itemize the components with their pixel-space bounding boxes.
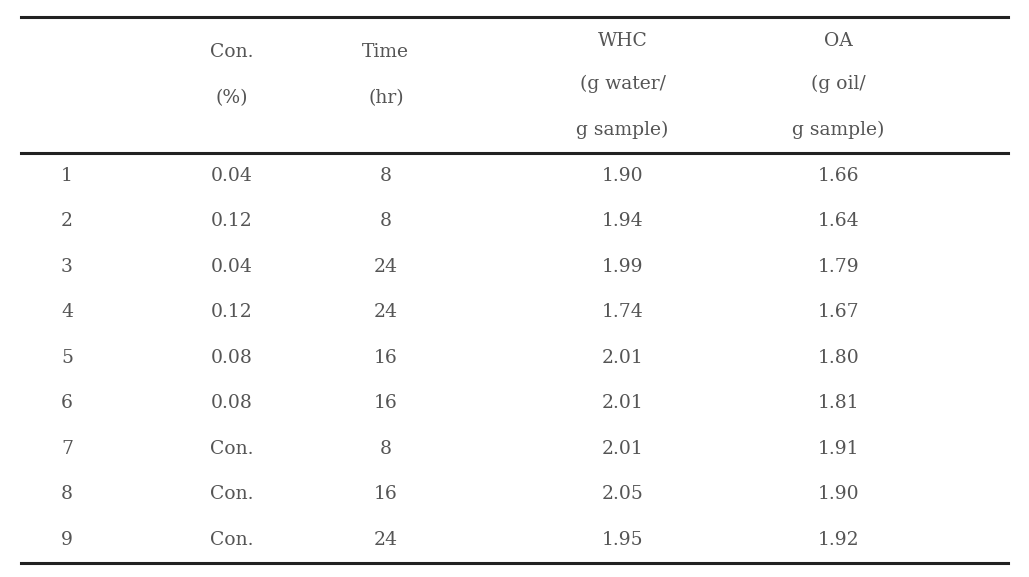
Text: 0.04: 0.04	[211, 258, 252, 276]
Text: 2.01: 2.01	[602, 394, 643, 412]
Text: 1.90: 1.90	[818, 485, 859, 503]
Text: Con.: Con.	[210, 43, 253, 61]
Text: 2.01: 2.01	[602, 349, 643, 367]
Text: 0.12: 0.12	[211, 304, 252, 321]
Text: 1.80: 1.80	[818, 349, 859, 367]
Text: (g water/: (g water/	[579, 75, 666, 93]
Text: 4: 4	[61, 304, 73, 321]
Text: 1.94: 1.94	[602, 212, 643, 230]
Text: 1.67: 1.67	[818, 304, 859, 321]
Text: (hr): (hr)	[368, 89, 403, 107]
Text: 7: 7	[61, 440, 73, 458]
Text: (g oil/: (g oil/	[811, 75, 866, 93]
Text: 1.95: 1.95	[602, 531, 643, 549]
Text: 0.04: 0.04	[211, 167, 252, 185]
Text: 1.79: 1.79	[818, 258, 859, 276]
Text: 16: 16	[374, 394, 398, 412]
Text: 1.74: 1.74	[602, 304, 643, 321]
Text: 1.64: 1.64	[818, 212, 859, 230]
Text: 8: 8	[380, 440, 392, 458]
Text: 0.08: 0.08	[211, 349, 252, 367]
Text: Con.: Con.	[210, 440, 253, 458]
Text: WHC: WHC	[598, 32, 647, 50]
Text: (%): (%)	[215, 89, 248, 107]
Text: 8: 8	[61, 485, 73, 503]
Text: 16: 16	[374, 349, 398, 367]
Text: 16: 16	[374, 485, 398, 503]
Text: Con.: Con.	[210, 531, 253, 549]
Text: 8: 8	[380, 167, 392, 185]
Text: Time: Time	[362, 43, 410, 61]
Text: 24: 24	[374, 304, 398, 321]
Text: 6: 6	[61, 394, 73, 412]
Text: g sample): g sample)	[576, 121, 669, 140]
Text: 8: 8	[380, 212, 392, 230]
Text: 2.05: 2.05	[602, 485, 643, 503]
Text: 9: 9	[61, 531, 73, 549]
Text: 1.99: 1.99	[602, 258, 643, 276]
Text: 24: 24	[374, 258, 398, 276]
Text: 1.91: 1.91	[818, 440, 859, 458]
Text: 2: 2	[61, 212, 73, 230]
Text: 1.92: 1.92	[818, 531, 859, 549]
Text: 2.01: 2.01	[602, 440, 643, 458]
Text: Con.: Con.	[210, 485, 253, 503]
Text: 0.08: 0.08	[211, 394, 252, 412]
Text: 3: 3	[61, 258, 73, 276]
Text: 1.90: 1.90	[602, 167, 643, 185]
Text: 0.12: 0.12	[211, 212, 252, 230]
Text: g sample): g sample)	[792, 121, 885, 140]
Text: 1.66: 1.66	[818, 167, 859, 185]
Text: 1.81: 1.81	[818, 394, 859, 412]
Text: OA: OA	[824, 32, 853, 50]
Text: 5: 5	[61, 349, 73, 367]
Text: 24: 24	[374, 531, 398, 549]
Text: 1: 1	[61, 167, 73, 185]
